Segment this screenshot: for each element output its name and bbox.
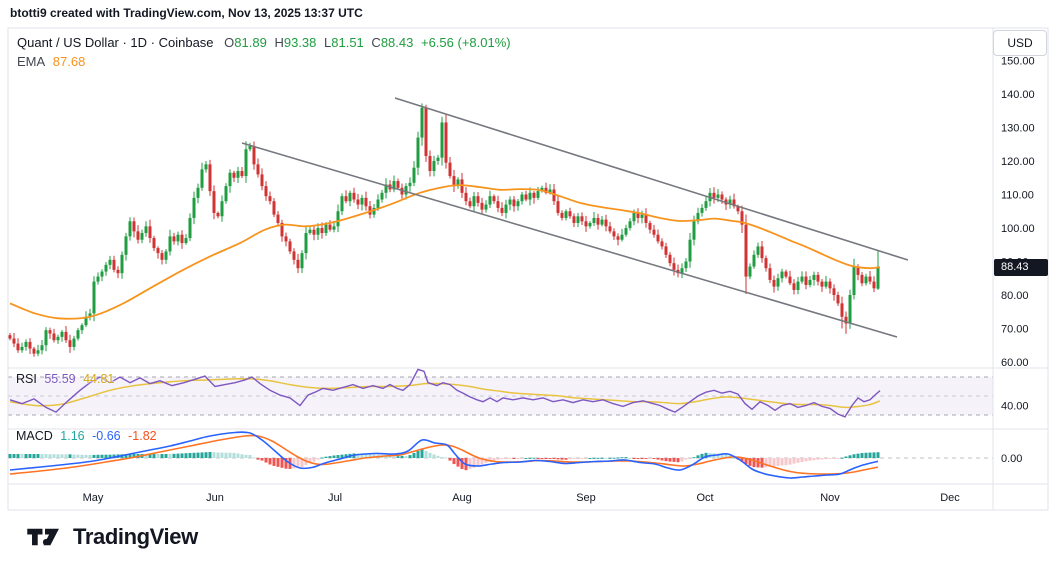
svg-text:Jun: Jun (206, 492, 224, 504)
tradingview-logo-text: TradingView (73, 524, 198, 549)
svg-text:150.00: 150.00 (1001, 56, 1035, 68)
svg-text:40.00: 40.00 (1001, 401, 1029, 413)
chart-legend: Quant / US Dollar · 1D · Coinbase O81.89… (17, 34, 511, 71)
open-label: O (224, 35, 235, 50)
svg-text:Dec: Dec (940, 492, 960, 504)
ema-value: 87.68 (52, 54, 86, 69)
svg-text:60.00: 60.00 (1001, 357, 1029, 369)
ema-line (9, 184, 881, 320)
svg-text:80.00: 80.00 (1001, 290, 1029, 302)
legend-row-ema: EMA 87.68 (17, 53, 511, 71)
macd-line-value: -0.66 (92, 429, 121, 443)
svg-text:Jul: Jul (328, 492, 342, 504)
svg-text:Sep: Sep (576, 492, 596, 504)
open-value: 81.89 (234, 35, 267, 50)
macd-line (9, 431, 879, 479)
pane-dividers (7, 27, 1049, 511)
svg-text:140.00: 140.00 (1001, 89, 1035, 101)
ema-label: EMA (17, 54, 46, 69)
candles-layer (8, 103, 880, 357)
rsi-smooth-value: 44.81 (83, 372, 115, 386)
currency-unit-button[interactable]: USD (993, 30, 1047, 56)
svg-text:110.00: 110.00 (1001, 190, 1034, 202)
legend-row-symbol: Quant / US Dollar · 1D · Coinbase O81.89… (17, 34, 511, 52)
tradingview-logo[interactable]: TradingView (26, 523, 198, 551)
high-label: H (274, 35, 284, 50)
rsi-label: RSI (16, 372, 37, 386)
low-value: 81.51 (331, 35, 364, 50)
rsi-legend: RSI 55.59 44.81 (16, 372, 114, 386)
macd-legend: MACD 1.16 -0.66 -1.82 (16, 429, 157, 443)
svg-text:Nov: Nov (820, 492, 840, 504)
svg-text:May: May (83, 492, 104, 504)
svg-text:100.00: 100.00 (1001, 223, 1035, 235)
macd-label: MACD (16, 429, 53, 443)
svg-text:0.00: 0.00 (1001, 453, 1022, 465)
svg-text:Aug: Aug (452, 492, 472, 504)
svg-text:70.00: 70.00 (1001, 324, 1029, 336)
channel-trendlines (241, 97, 909, 338)
rsi-line (9, 368, 881, 418)
macd-signal-value: -1.82 (128, 429, 157, 443)
attribution-text: btotti9 created with TradingView.com, No… (10, 6, 363, 20)
symbol-title: Quant / US Dollar · 1D · Coinbase (17, 35, 214, 50)
change-value: +6.56 (+8.01%) (420, 35, 511, 50)
close-label: C (371, 35, 381, 50)
rsi-value: 55.59 (44, 372, 76, 386)
svg-text:Oct: Oct (696, 492, 713, 504)
low-label: L (324, 35, 332, 50)
close-value: 88.43 (380, 35, 414, 50)
svg-text:120.00: 120.00 (1001, 156, 1035, 168)
rsi-smooth-line (9, 377, 881, 409)
tradingview-logo-icon (27, 528, 59, 546)
macd-hist-value: 1.16 (60, 429, 85, 443)
last-price-badge: 88.43 (994, 259, 1048, 276)
svg-text:130.00: 130.00 (1001, 123, 1035, 135)
time-axis-labels[interactable]: May Jun Jul Aug Sep Oct Nov Dec (83, 492, 961, 504)
high-value: 93.38 (283, 35, 317, 50)
